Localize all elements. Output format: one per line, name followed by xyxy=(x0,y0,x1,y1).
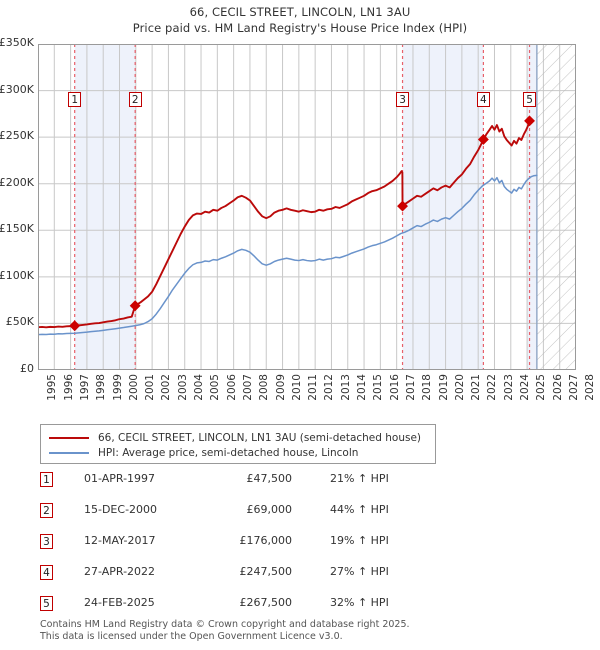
transaction-price: £176,000 xyxy=(239,534,293,547)
transaction-hpi-delta: 44% ↑ HPI xyxy=(330,503,389,516)
x-axis-tick-label: 2021 xyxy=(470,374,483,401)
x-axis: 1995 1996 1997 1998 1999 2000 2001 2002 2003 2004… xyxy=(38,374,596,418)
transaction-price: £267,500 xyxy=(239,596,293,609)
x-axis-tick-label: 2014 xyxy=(356,374,369,401)
x-axis-tick-label: 2000 xyxy=(127,374,140,401)
transaction-index-badge: 3 xyxy=(40,534,53,549)
price-history-chart: 1 2 3 4 5 xyxy=(38,44,576,370)
chart-marker-box-1[interactable]: 1 xyxy=(68,92,82,107)
x-axis-tick-label: 1999 xyxy=(111,374,124,401)
x-axis-tick-label: 2004 xyxy=(193,374,206,401)
x-axis-tick-label: 2003 xyxy=(176,374,189,401)
y-axis: £0 £50K £100K £150K £200K £250K £300K £350K xyxy=(0,36,36,375)
legend-item-2: HPI: Average price, semi-detached house,… xyxy=(49,446,427,460)
x-axis-tick-label: 2011 xyxy=(307,374,320,401)
y-axis-tick-label: £200K xyxy=(0,175,34,189)
y-axis-tick-label: £100K xyxy=(0,268,34,282)
x-axis-tick-label: 2010 xyxy=(290,374,303,401)
transaction-marker-points xyxy=(69,115,535,332)
footer-attribution: Contains HM Land Registry data © Crown c… xyxy=(40,619,580,642)
chart-series-lines xyxy=(38,119,538,336)
transactions-table: 1 01-APR-1997 £47,500 21% ↑ HPI 2 15-DEC-2000… xyxy=(40,470,460,625)
y-axis-tick-label: £150K xyxy=(0,222,34,236)
x-axis-tick-label: 2005 xyxy=(209,374,222,401)
footer-line-1: Contains HM Land Registry data © Crown c… xyxy=(40,619,410,630)
table-row[interactable]: 3 12-MAY-2017 £176,000 19% ↑ HPI xyxy=(40,532,460,563)
transaction-price: £247,500 xyxy=(239,565,293,578)
legend-label: HPI: Average price, semi-detached house,… xyxy=(98,447,359,459)
x-axis-tick-label: 2012 xyxy=(323,374,336,401)
x-axis-tick-label: 2026 xyxy=(551,374,564,401)
x-axis-tick-label: 2013 xyxy=(339,374,352,401)
x-axis-tick-label: 2017 xyxy=(404,374,417,401)
transaction-index-badge: 2 xyxy=(40,503,53,518)
legend-swatch xyxy=(49,437,89,439)
chart-frame xyxy=(38,44,576,370)
legend-item-1: 66, CECIL STREET, LINCOLN, LN1 3AU (semi… xyxy=(49,431,427,445)
x-axis-tick-label: 2006 xyxy=(225,374,238,401)
y-axis-tick-label: £50K xyxy=(5,315,34,329)
x-axis-tick-label: 2019 xyxy=(437,374,450,401)
transaction-hpi-delta: 21% ↑ HPI xyxy=(330,472,389,485)
x-axis-tick-label: 2008 xyxy=(258,374,271,401)
x-axis-tick-label: 2023 xyxy=(502,374,515,401)
chart-marker-box-5[interactable]: 5 xyxy=(523,92,537,107)
footer-line-2: This data is licensed under the Open Gov… xyxy=(40,630,343,642)
transaction-index-badge: 1 xyxy=(40,472,53,487)
title-line-1: 66, CECIL STREET, LINCOLN, LN1 3AU xyxy=(189,5,411,19)
x-axis-tick-label: 2027 xyxy=(567,374,580,401)
future-hatch-region xyxy=(536,44,576,370)
chart-legend: 66, CECIL STREET, LINCOLN, LN1 3AU (semi… xyxy=(40,424,436,464)
y-axis-tick-label: £0 xyxy=(20,362,34,375)
x-axis-tick-label: 2024 xyxy=(519,374,532,401)
x-axis-tick-label: 2001 xyxy=(144,374,157,401)
transaction-date: 15-DEC-2000 xyxy=(84,503,158,516)
x-axis-tick-label: 2002 xyxy=(160,374,173,401)
table-row[interactable]: 2 15-DEC-2000 £69,000 44% ↑ HPI xyxy=(40,501,460,532)
x-axis-tick-label: 2007 xyxy=(241,374,254,401)
x-axis-tick-label: 2018 xyxy=(421,374,434,401)
transaction-hpi-delta: 27% ↑ HPI xyxy=(330,565,389,578)
transaction-index-badge: 5 xyxy=(40,596,53,611)
transaction-hpi-delta: 32% ↑ HPI xyxy=(330,596,389,609)
chart-marker-box-4[interactable]: 4 xyxy=(476,92,490,107)
table-row[interactable]: 4 27-APR-2022 £247,500 27% ↑ HPI xyxy=(40,563,460,594)
transaction-hpi-delta: 19% ↑ HPI xyxy=(330,534,389,547)
transaction-date: 27-APR-2022 xyxy=(84,565,156,578)
y-axis-tick-label: £300K xyxy=(0,82,34,96)
y-axis-tick-label: £350K xyxy=(0,36,34,49)
x-axis-tick-label: 2009 xyxy=(274,374,287,401)
table-row[interactable]: 5 24-FEB-2025 £267,500 32% ↑ HPI xyxy=(40,594,460,625)
x-axis-tick-label: 1995 xyxy=(46,374,59,401)
page-title: 66, CECIL STREET, LINCOLN, LN1 3AU Price… xyxy=(0,4,600,36)
chart-marker-box-2[interactable]: 2 xyxy=(128,92,142,107)
transaction-date: 24-FEB-2025 xyxy=(84,596,155,609)
chart-gridlines xyxy=(38,44,576,370)
y-axis-tick-label: £250K xyxy=(0,129,34,143)
transaction-index-badge: 4 xyxy=(40,565,53,580)
transaction-date: 01-APR-1997 xyxy=(84,472,156,485)
x-axis-tick-label: 1998 xyxy=(95,374,108,401)
x-axis-tick-label: 2025 xyxy=(535,374,548,401)
transaction-price: £69,000 xyxy=(246,503,293,516)
title-line-2: Price paid vs. HM Land Registry's House … xyxy=(132,21,468,35)
table-row[interactable]: 1 01-APR-1997 £47,500 21% ↑ HPI xyxy=(40,470,460,501)
x-axis-tick-label: 1997 xyxy=(78,374,91,401)
legend-label: 66, CECIL STREET, LINCOLN, LN1 3AU (semi… xyxy=(98,432,422,444)
highlight-bands xyxy=(74,44,537,370)
x-axis-tick-label: 1996 xyxy=(62,374,75,401)
legend-swatch xyxy=(49,452,89,454)
transaction-date: 12-MAY-2017 xyxy=(84,534,156,547)
transaction-price: £47,500 xyxy=(246,472,293,485)
x-axis-tick-label: 2022 xyxy=(486,374,499,401)
x-axis-tick-label: 2015 xyxy=(372,374,385,401)
chart-svg xyxy=(38,44,576,370)
x-axis-tick-label: 2028 xyxy=(584,374,597,401)
chart-plot-area xyxy=(38,44,576,370)
chart-marker-box-3[interactable]: 3 xyxy=(396,92,410,107)
x-axis-tick-label: 2016 xyxy=(388,374,401,401)
x-axis-tick-label: 2020 xyxy=(453,374,466,401)
